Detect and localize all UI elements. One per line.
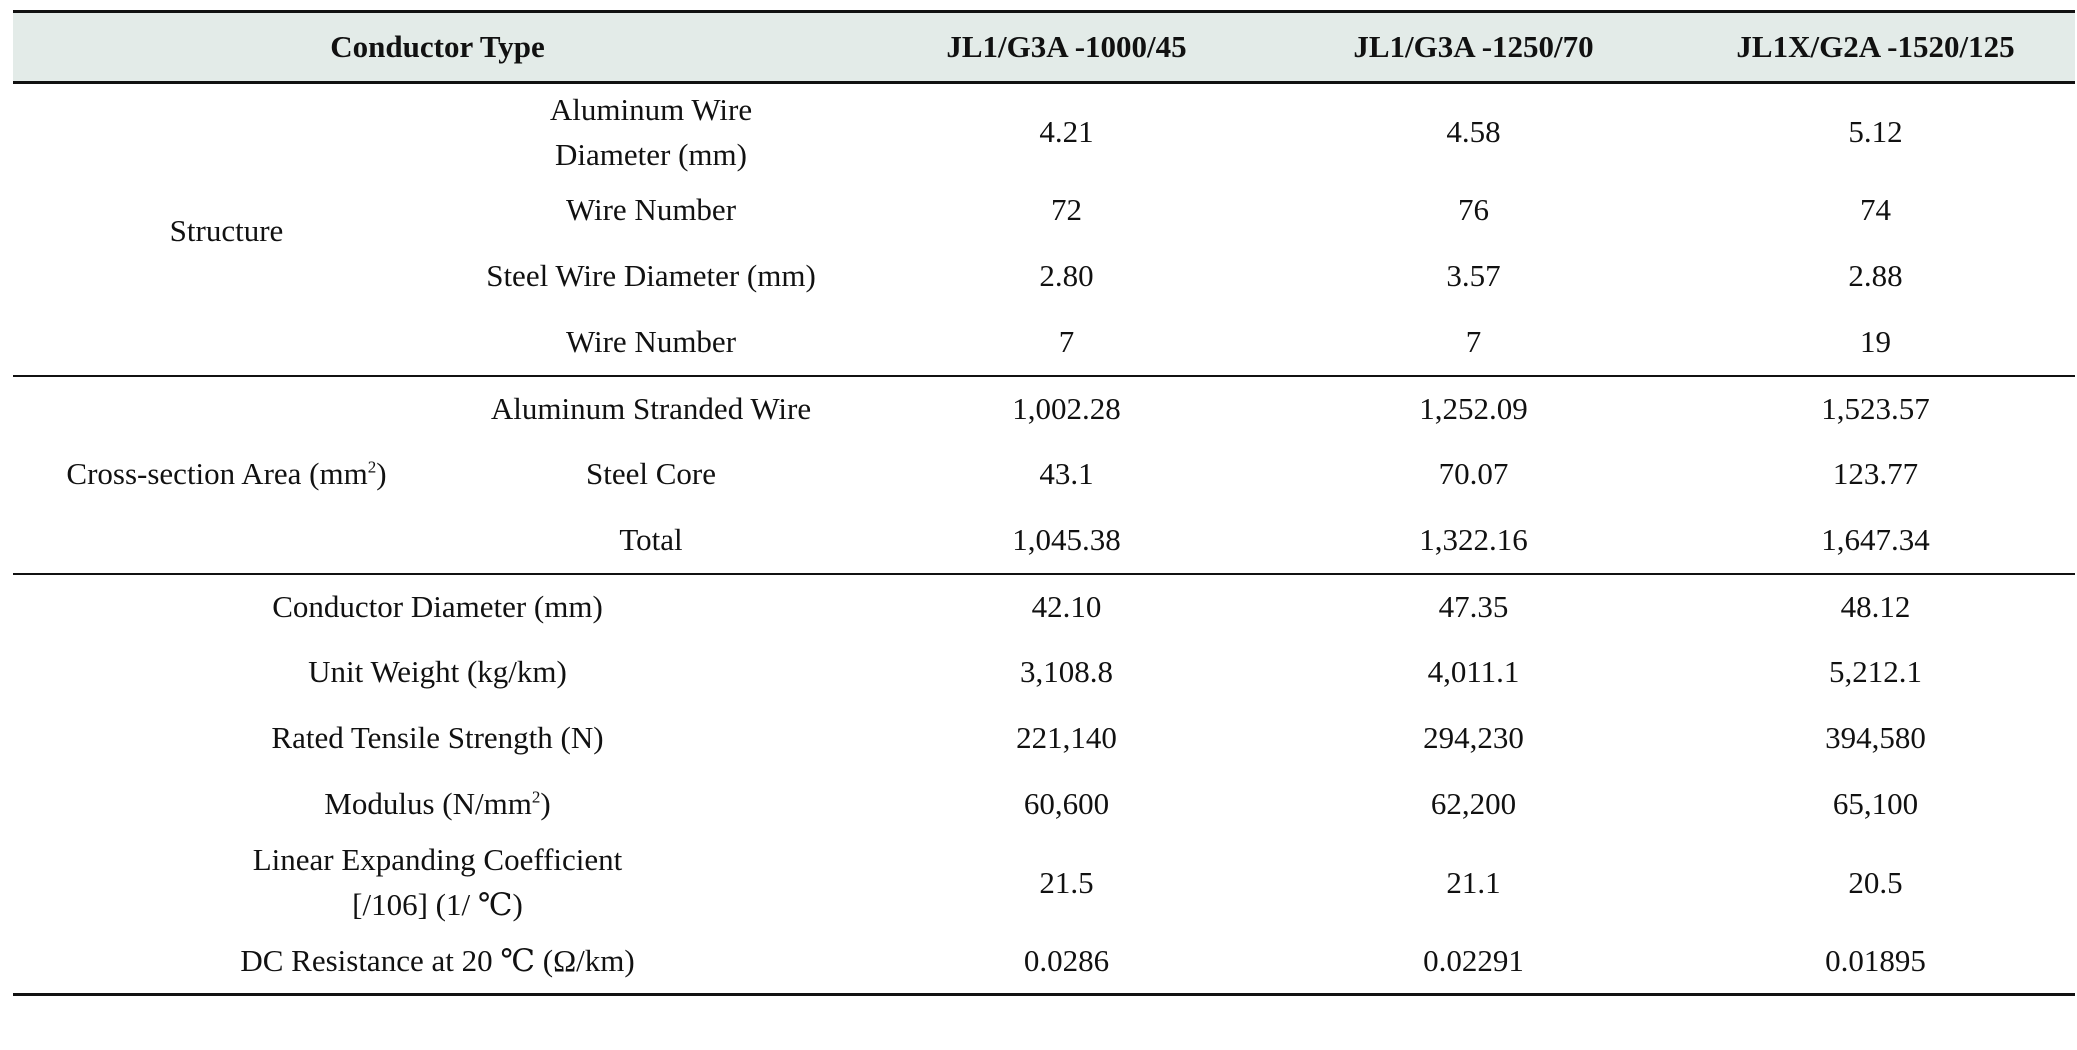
cell-value: 48.12 [1676,572,2075,640]
row-label: Unit Weight (kg/km) [308,654,567,690]
cell-value: 0.0286 [862,928,1271,997]
table-row: Steel Wire Diameter (mm) 2.80 3.57 2.88 [13,244,2075,310]
header-jl1x-g2a-1520-125: JL1X/G2A -1520/125 [1676,10,2075,84]
cell-value: 62,200 [1430,786,1517,822]
row-label: Total [619,521,683,557]
table-row: Wire Number 7 7 19 [13,310,2075,376]
table-row: Steel Core 43.1 70.07 123.77 [13,442,2075,508]
cell-value: 0.01895 [1676,928,2075,997]
row-label: Steel Core [586,456,716,492]
cell-value: 42.10 [862,572,1271,640]
row-label: DC Resistance at 20 ℃ (Ω/km) [13,928,862,997]
table-row: Cross-section Area (mm2) Aluminum Strand… [13,374,2075,574]
table-row: Modulus (N/mm2) 60,600 62,200 65,100 [13,772,2075,838]
cell-value: 7 [1465,323,1482,359]
cell-value: 19 [1860,323,1891,359]
cell-value: 60,600 [1023,786,1110,822]
cell-value: 21.1 [1446,864,1501,900]
cell-value: 2.80 [1039,258,1094,294]
header-jl1-g3a-1250-70: JL1/G3A -1250/70 [1271,10,1676,84]
table-container: Conductor Type JL1/G3A -1000/45 JL1/G3A … [13,10,2075,997]
header-conductor-type: Conductor Type [13,10,862,84]
row-label: Steel Wire Diameter (mm) [486,258,816,294]
cell-value: 1,045.38 [1012,521,1121,557]
cell-value: 1,252.09 [1271,374,1676,442]
group-label-cross-section: Cross-section Area (mm2) [13,374,440,574]
row-label: Conductor Diameter (mm) [13,572,862,640]
cell-value: 21.5 [1039,864,1094,900]
row-label: Rated Tensile Strength (N) [271,720,604,756]
cell-value: 3,108.8 [1020,654,1113,690]
cell-value: 0.02291 [1271,928,1676,997]
row-label: Modulus (N/mm2) [324,786,551,822]
table-row: Linear Expanding Coefficient [/106] (1/ … [13,838,2075,929]
cell-value: 4.21 [1039,114,1094,150]
table-row: Conductor Diameter (mm) 42.10 47.35 48.1… [13,572,2075,640]
cell-value: 394,580 [1825,720,1926,756]
cell-value: 43.1 [1039,456,1094,492]
cell-value: 1,002.28 [862,374,1271,442]
cell-value: 4.58 [1446,114,1501,150]
table-row: DC Resistance at 20 ℃ (Ω/km) 0.0286 0.02… [13,928,2075,997]
cell-value: 2.88 [1848,258,1903,294]
header-jl1-g3a-1000-45: JL1/G3A -1000/45 [862,10,1271,84]
cell-value: 20.5 [1848,864,1903,900]
row-label: Wire Number [565,192,737,228]
cell-value: 47.35 [1271,572,1676,640]
cell-value: 4,011.1 [1427,654,1520,690]
cell-value: 3.57 [1446,258,1501,294]
table-row: Structure Aluminum Wire Diameter (mm) 4.… [13,83,2075,248]
cell-value: 294,230 [1423,720,1524,756]
cell-value: 76 [1458,192,1489,228]
cell-value: 221,140 [1016,720,1117,756]
table-row: Total 1,045.38 1,322.16 1,647.34 [13,508,2075,574]
cell-value: 1,523.57 [1676,374,2075,442]
row-label: Aluminum Wire Diameter (mm) [549,92,753,172]
group-label-structure: Structure [169,212,284,248]
row-label: Aluminum Stranded Wire [440,374,862,442]
cell-value: 5,212.1 [1829,654,1922,690]
table-row: Rated Tensile Strength (N) 221,140 294,2… [13,706,2075,772]
cell-value: 74 [1860,192,1891,228]
table-header: Conductor Type JL1/G3A -1000/45 JL1/G3A … [13,10,2075,84]
cell-value: 1,647.34 [1821,521,1930,557]
row-label: Wire Number [565,323,737,359]
table-row: Unit Weight (kg/km) 3,108.8 4,011.1 5,21… [13,640,2075,706]
table-body: Structure Aluminum Wire Diameter (mm) 4.… [13,83,2075,997]
cell-value: 123.77 [1832,456,1919,492]
cell-value: 65,100 [1832,786,1919,822]
header-row: Conductor Type JL1/G3A -1000/45 JL1/G3A … [13,10,2075,84]
cell-value: 70.07 [1438,456,1509,492]
cell-value: 5.12 [1848,114,1903,150]
conductor-spec-table: Conductor Type JL1/G3A -1000/45 JL1/G3A … [13,10,2075,997]
cell-value: 7 [1058,323,1075,359]
cell-value: 1,322.16 [1419,521,1528,557]
table-row: Wire Number 72 76 74 [13,178,2075,244]
row-label: Linear Expanding Coefficient [/106] (1/ … [252,842,623,923]
cell-value: 72 [1051,192,1082,228]
